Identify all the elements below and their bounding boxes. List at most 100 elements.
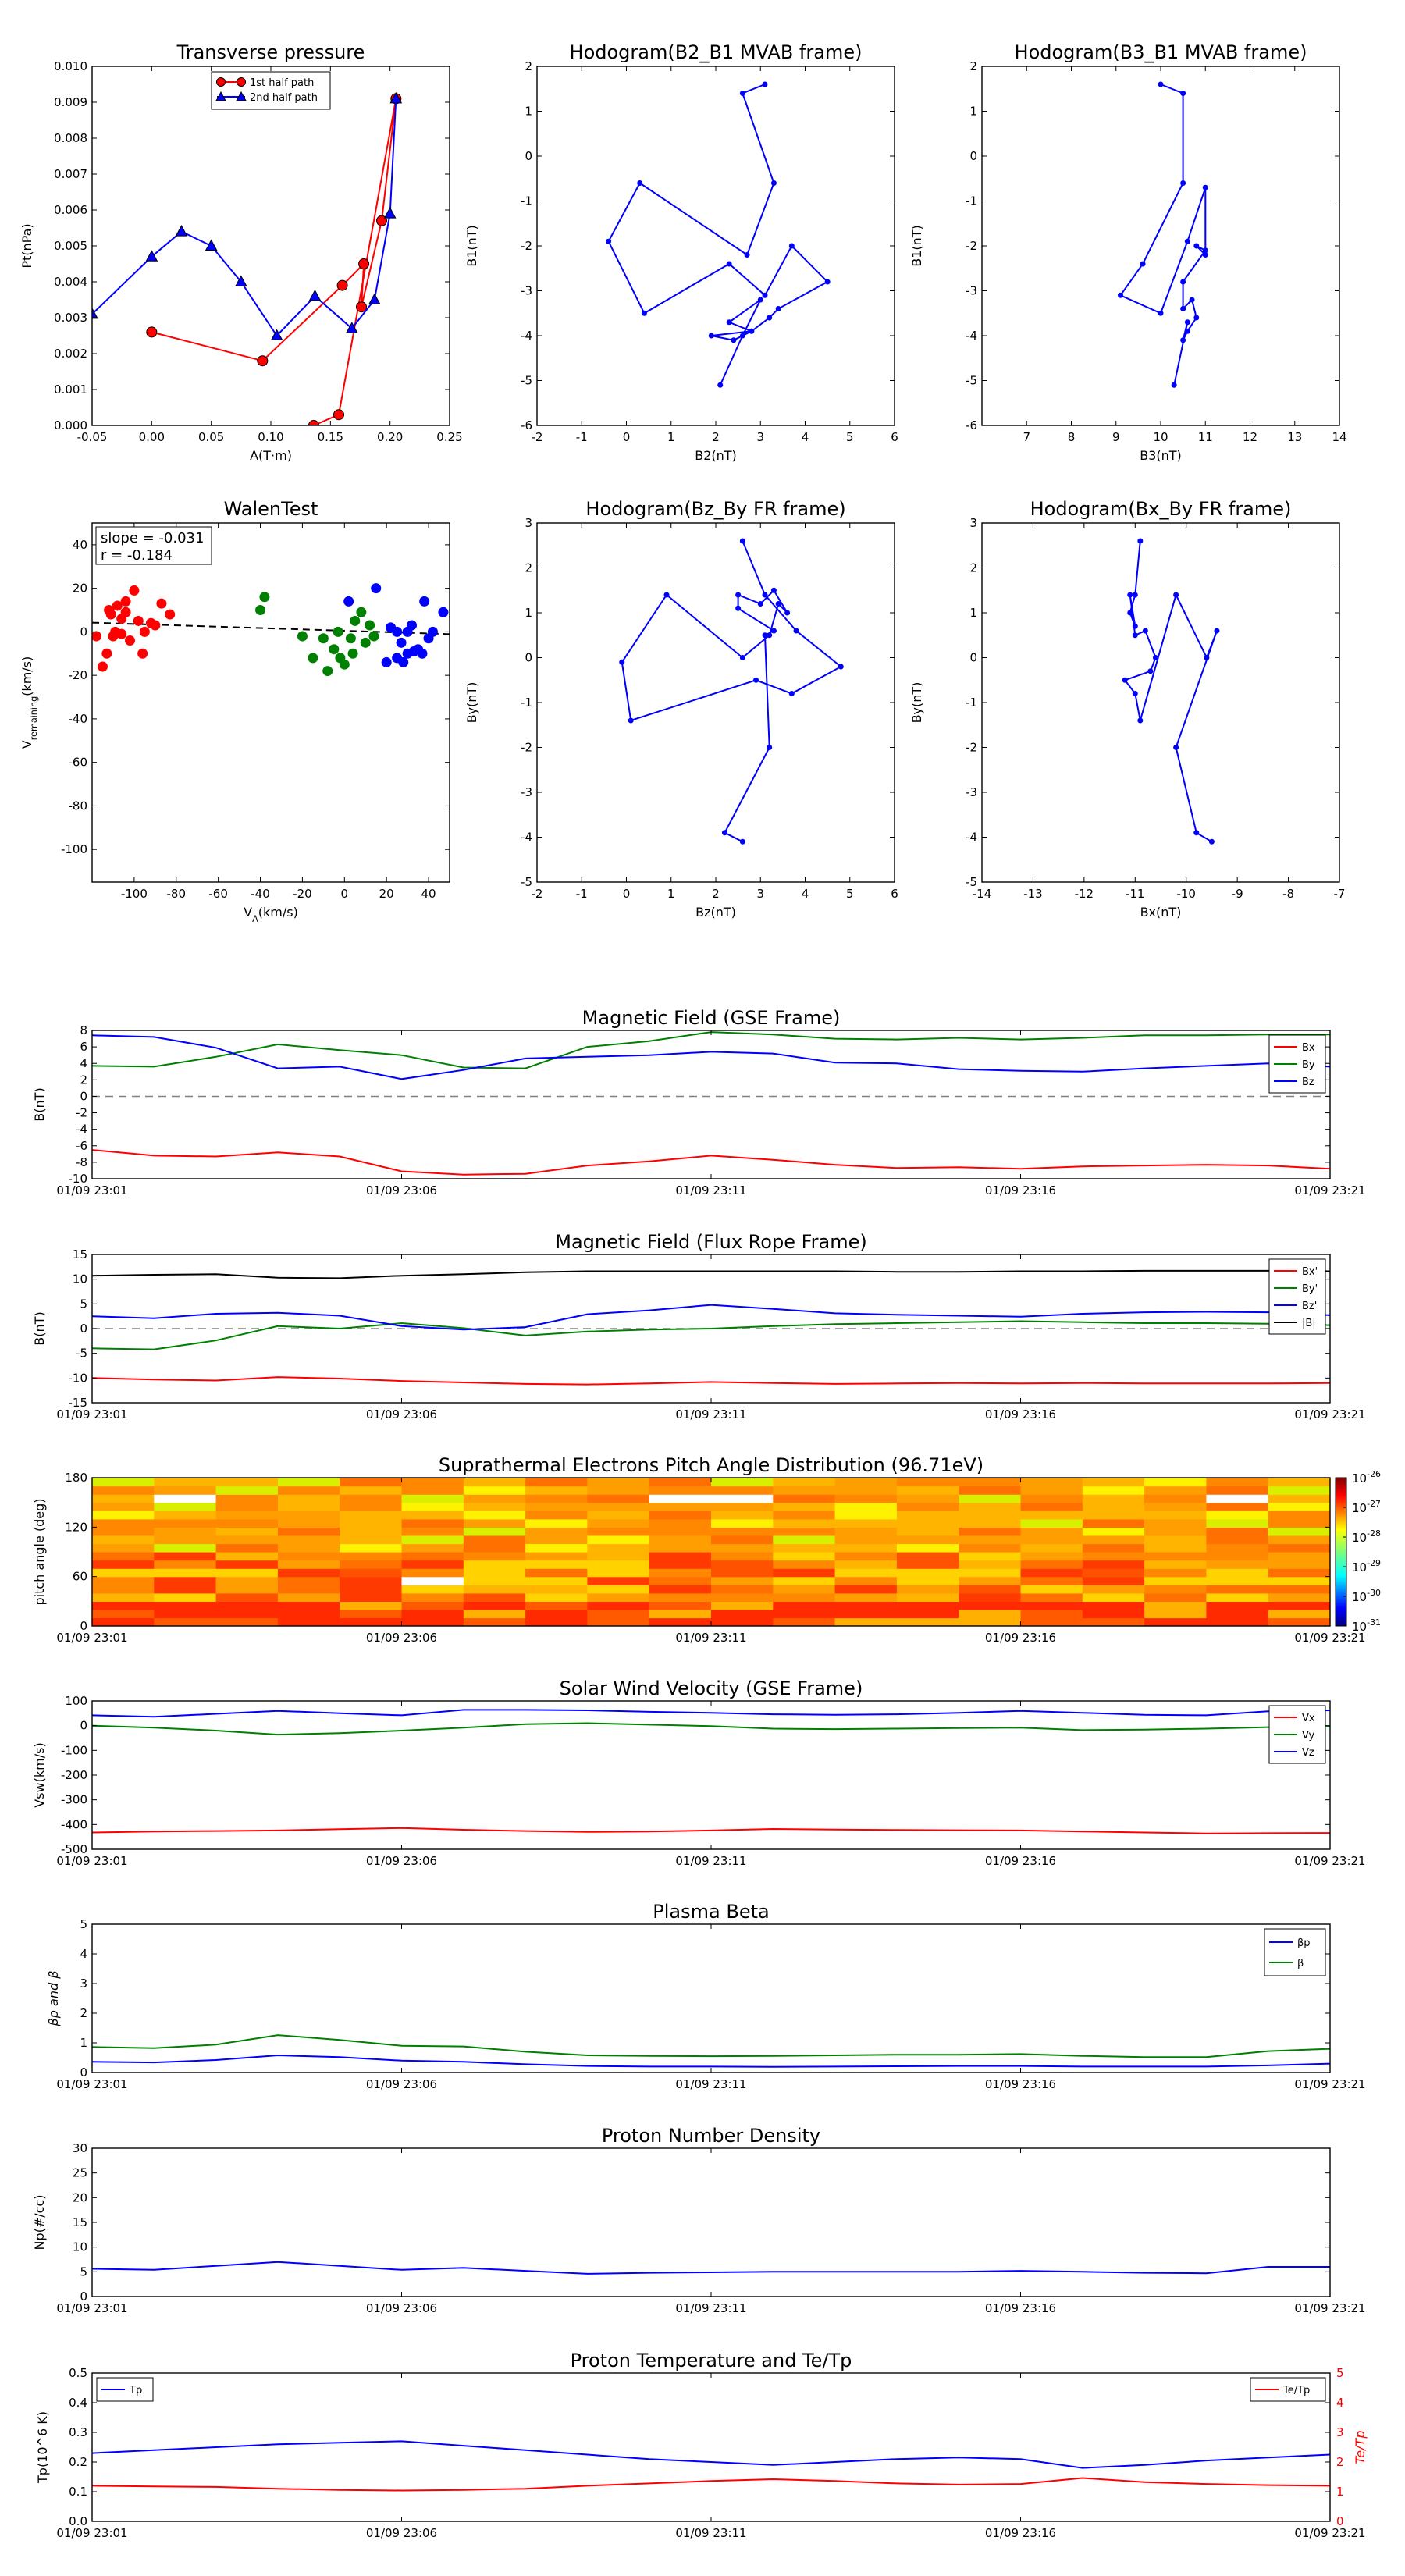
data-point [329, 644, 340, 655]
heatmap-cell [1268, 1576, 1330, 1585]
legend: Te/Tp [1250, 2377, 1326, 2402]
x-tick-label: 11 [1198, 430, 1213, 444]
series-line-0 [621, 540, 843, 843]
data-point [120, 596, 131, 607]
heatmap-cell [340, 1568, 403, 1578]
heatmap-cell [277, 1601, 340, 1610]
heatmap-cell [773, 1617, 836, 1626]
data-point [1202, 252, 1208, 258]
heatmap-cell [1082, 1494, 1145, 1503]
heatmap-cell [92, 1576, 155, 1585]
x-tick-label: 2 [712, 430, 720, 444]
heatmap-cell [1020, 1518, 1083, 1528]
heatmap-cell [525, 1518, 588, 1528]
y-tick-label: 100 [65, 1694, 87, 1708]
heatmap-cell [92, 1494, 155, 1503]
y-tick-label-right: 3 [1336, 2425, 1344, 2439]
x-tick-label: 20 [379, 887, 394, 901]
heatmap-cell [896, 1518, 959, 1528]
heatmap-cell [834, 1552, 898, 1561]
x-tick-label: 0 [341, 887, 349, 901]
y-axis-label: Vremaining(km/s) [20, 656, 39, 749]
x-tick-label: 01/09 23:11 [675, 1183, 746, 1197]
y-tick-label: 30 [73, 2141, 87, 2155]
heatmap-cell [525, 1510, 588, 1520]
series-line-0 [1123, 540, 1218, 843]
chart-title: WalenTest [224, 498, 318, 520]
heatmap-cell [773, 1552, 836, 1561]
y-tick-label: 0.007 [54, 167, 87, 181]
legend-label: Vx [1302, 1713, 1315, 1724]
heatmap-cell [649, 1527, 712, 1536]
heatmap-cell [215, 1609, 279, 1619]
axes-frame [91, 522, 450, 883]
heatmap-cell [587, 1617, 650, 1626]
x-tick-label: 01/09 23:06 [366, 1183, 437, 1197]
data-point [419, 596, 430, 607]
y-tick-label: 2 [969, 59, 977, 73]
data-point [417, 648, 428, 659]
data-point [788, 691, 795, 696]
x-tick-label: 0.10 [258, 430, 283, 444]
heatmap-cell [587, 1494, 650, 1503]
heatmap-cell [1206, 1560, 1269, 1569]
heatmap-cell [649, 1502, 712, 1511]
chart-h31: Hodogram(B3_B1 MVAB frame) -6 -5 -4 -3 -2 -1 0 1… [909, 41, 1347, 463]
heatmap-cell [1144, 1568, 1207, 1578]
legend: Bx By Bz [1268, 1034, 1326, 1094]
heatmap-cell [711, 1601, 774, 1610]
y-tick-label: -60 [69, 756, 88, 770]
heatmap-cell [711, 1478, 774, 1487]
heatmap-cell [896, 1535, 959, 1545]
heatmap-cell [587, 1601, 650, 1610]
heatmap-cell [525, 1617, 588, 1626]
heatmap-cell [525, 1560, 588, 1569]
y-axis-label: By(nT) [909, 682, 924, 724]
heatmap-cell [277, 1592, 340, 1602]
heatmap-cell [277, 1552, 340, 1561]
heatmap-cell [773, 1510, 836, 1520]
heatmap-cell [1020, 1609, 1083, 1619]
y-axis-label-right: Te/Tp [1353, 2431, 1368, 2464]
heatmap-cell [401, 1543, 464, 1553]
data-point [1117, 292, 1123, 298]
y-axis-label: B1(nT) [464, 225, 479, 267]
heatmap-cell [896, 1601, 959, 1610]
heatmap-cell [401, 1502, 464, 1511]
heatmap-cell [525, 1502, 588, 1511]
data-point [124, 635, 135, 646]
data-point [234, 275, 247, 286]
series-line-2 [92, 1034, 1330, 1080]
heatmap-cell [463, 1552, 526, 1561]
axes-frame [91, 66, 450, 426]
chart-vsw: Solar Wind Velocity (GSE Frame) -500 -400 -… [32, 1678, 1366, 1868]
data-point [1214, 628, 1220, 634]
heatmap-cell [1206, 1527, 1269, 1536]
heatmap-cell [1082, 1568, 1145, 1578]
data-point [257, 355, 269, 367]
heatmap-cell [587, 1527, 650, 1536]
heatmap-cell [1206, 1478, 1269, 1487]
data-point [333, 626, 343, 637]
data-point [1147, 668, 1154, 674]
plot-area [92, 2034, 1330, 2068]
heatmap-cell [1268, 1494, 1330, 1503]
data-point [606, 238, 612, 244]
heatmap-cell [154, 1535, 217, 1545]
heatmap-cell [1082, 1485, 1145, 1495]
heatmap-cell [834, 1485, 898, 1495]
heatmap-cell [401, 1585, 464, 1594]
x-tick-label: -12 [1075, 887, 1094, 901]
y-tick-label: 2 [525, 561, 532, 575]
y-tick-label: -3 [521, 284, 532, 298]
data-point [1173, 745, 1179, 750]
heatmap-cell [711, 1560, 774, 1569]
data-point [1127, 610, 1133, 616]
x-tick-label: 5 [846, 887, 854, 901]
data-point [398, 656, 409, 667]
y-tick-label: -15 [69, 1396, 88, 1410]
chart-bgse: Magnetic Field (GSE Frame) -10 -8 -6 -4 -2 0 2 4… [32, 1007, 1366, 1197]
heatmap-cell [1020, 1568, 1083, 1578]
data-point [1142, 628, 1148, 634]
